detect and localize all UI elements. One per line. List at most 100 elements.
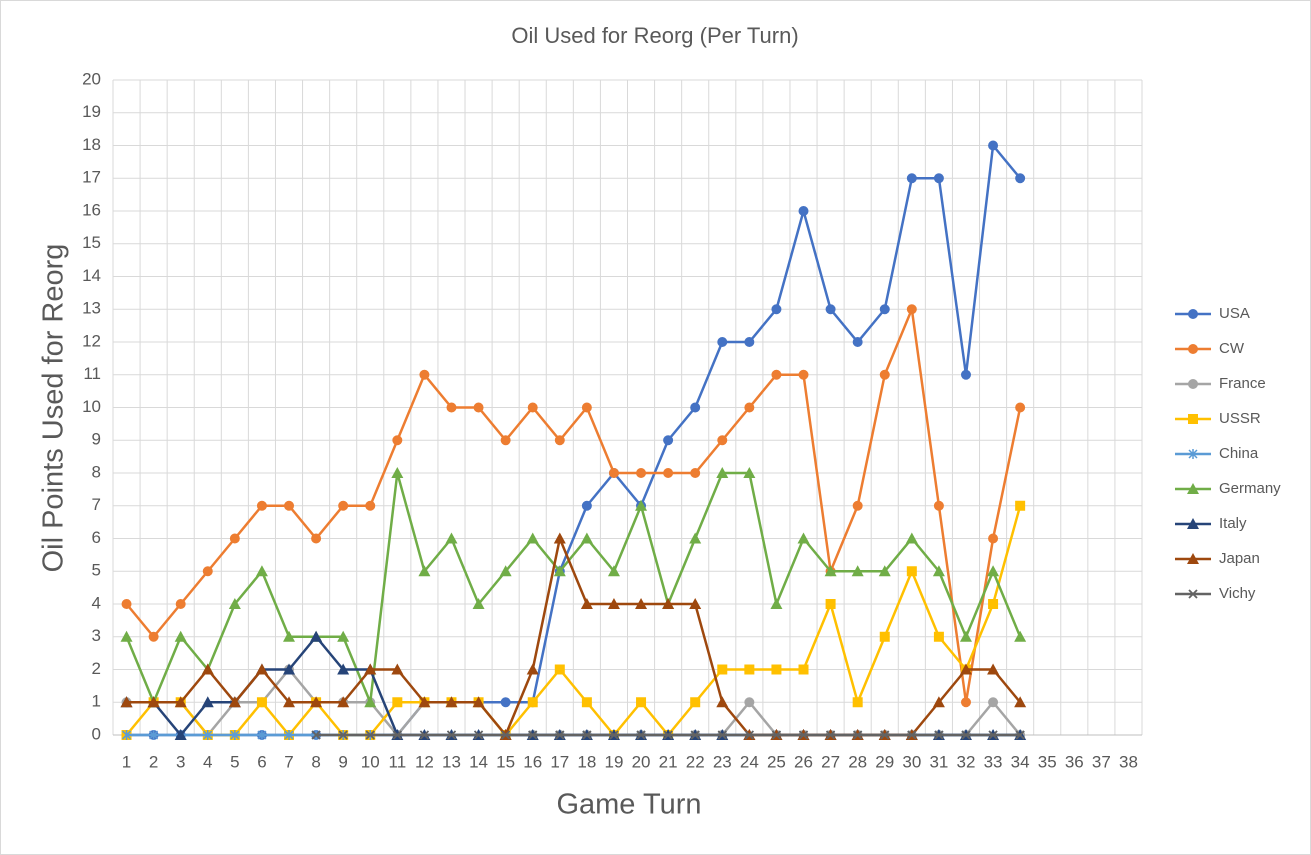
line	[125, 304, 1022, 703]
marker	[636, 697, 647, 708]
marker	[446, 730, 457, 740]
y-axis-title: Oil Points Used for Reorg	[38, 244, 70, 573]
legend-label: Vichy	[1219, 585, 1256, 602]
marker	[473, 402, 484, 413]
marker	[284, 730, 294, 740]
y-tick-label: 0	[92, 724, 101, 743]
marker	[581, 500, 592, 511]
legend-label: Japan	[1219, 550, 1260, 567]
series	[311, 730, 1025, 740]
marker	[283, 663, 296, 675]
marker	[880, 730, 890, 740]
marker	[365, 730, 375, 740]
x-tick-label: 3	[176, 752, 185, 771]
marker	[472, 696, 485, 708]
marker	[581, 402, 592, 413]
marker	[905, 532, 918, 544]
marker	[988, 533, 999, 544]
marker	[553, 532, 566, 544]
x-tick-label: 34	[1011, 752, 1030, 771]
marker	[934, 730, 944, 740]
x-axis-title: Game Turn	[556, 789, 701, 821]
marker	[147, 696, 160, 708]
marker	[717, 435, 728, 446]
marker	[717, 730, 727, 740]
marker	[744, 697, 755, 708]
marker	[663, 468, 674, 478]
marker	[310, 696, 323, 708]
chart-title: Oil Used for Reorg (Per Turn)	[511, 23, 798, 48]
x-tick-label: 23	[713, 752, 732, 771]
marker	[798, 664, 809, 675]
x-tick-label: 37	[1092, 752, 1111, 771]
marker	[500, 435, 511, 446]
marker	[607, 598, 620, 609]
x-tick-label: 15	[496, 752, 515, 771]
x-tick-label: 1	[122, 752, 131, 771]
y-tick-label: 6	[92, 528, 101, 547]
marker	[878, 565, 891, 577]
marker	[257, 730, 267, 740]
marker	[554, 435, 565, 446]
marker	[283, 696, 296, 708]
y-tick-label: 15	[82, 233, 101, 252]
marker	[365, 500, 376, 511]
marker	[1014, 696, 1027, 708]
y-tick-label: 17	[82, 168, 101, 187]
x-tick-label: 18	[577, 752, 596, 771]
marker	[392, 730, 402, 740]
y-tick-label: 9	[92, 430, 101, 449]
marker	[1187, 518, 1199, 529]
x-tick-label: 9	[338, 752, 347, 771]
marker	[392, 435, 403, 446]
marker	[554, 664, 565, 675]
marker	[744, 730, 754, 740]
marker	[580, 598, 593, 609]
marker	[663, 730, 673, 740]
marker	[609, 730, 619, 740]
marker	[418, 565, 431, 577]
y-tick-label: 3	[92, 626, 101, 645]
marker	[1015, 173, 1026, 184]
x-tick-label: 7	[284, 752, 293, 771]
marker	[229, 533, 240, 544]
marker	[120, 630, 133, 642]
marker	[879, 369, 890, 380]
marker	[230, 730, 240, 740]
legend-label: Italy	[1219, 515, 1247, 532]
marker	[906, 304, 917, 315]
y-tick-label: 14	[82, 266, 101, 285]
marker	[283, 630, 296, 642]
marker	[690, 730, 700, 740]
marker	[636, 468, 647, 478]
x-tick-label: 30	[902, 752, 921, 771]
marker	[526, 663, 539, 675]
line	[125, 471, 1022, 708]
x-tick-label: 33	[984, 752, 1003, 771]
marker	[824, 565, 837, 577]
marker	[853, 730, 863, 740]
marker	[337, 663, 350, 675]
marker	[311, 730, 321, 740]
marker	[879, 631, 890, 642]
marker	[1187, 553, 1199, 564]
marker	[932, 696, 945, 708]
marker	[1015, 500, 1026, 511]
marker	[201, 663, 214, 675]
y-tick-label: 16	[82, 200, 101, 219]
marker	[716, 467, 729, 478]
marker	[553, 565, 566, 577]
legend-label: France	[1219, 375, 1266, 392]
marker	[825, 730, 836, 740]
x-tick-label: 25	[767, 752, 786, 771]
marker	[337, 696, 350, 708]
marker	[743, 467, 756, 478]
marker	[987, 565, 1000, 577]
marker	[798, 206, 809, 216]
marker	[716, 696, 729, 708]
y-tick-label: 8	[92, 462, 101, 481]
marker	[527, 402, 538, 413]
marker	[581, 697, 592, 708]
marker	[1187, 483, 1199, 494]
